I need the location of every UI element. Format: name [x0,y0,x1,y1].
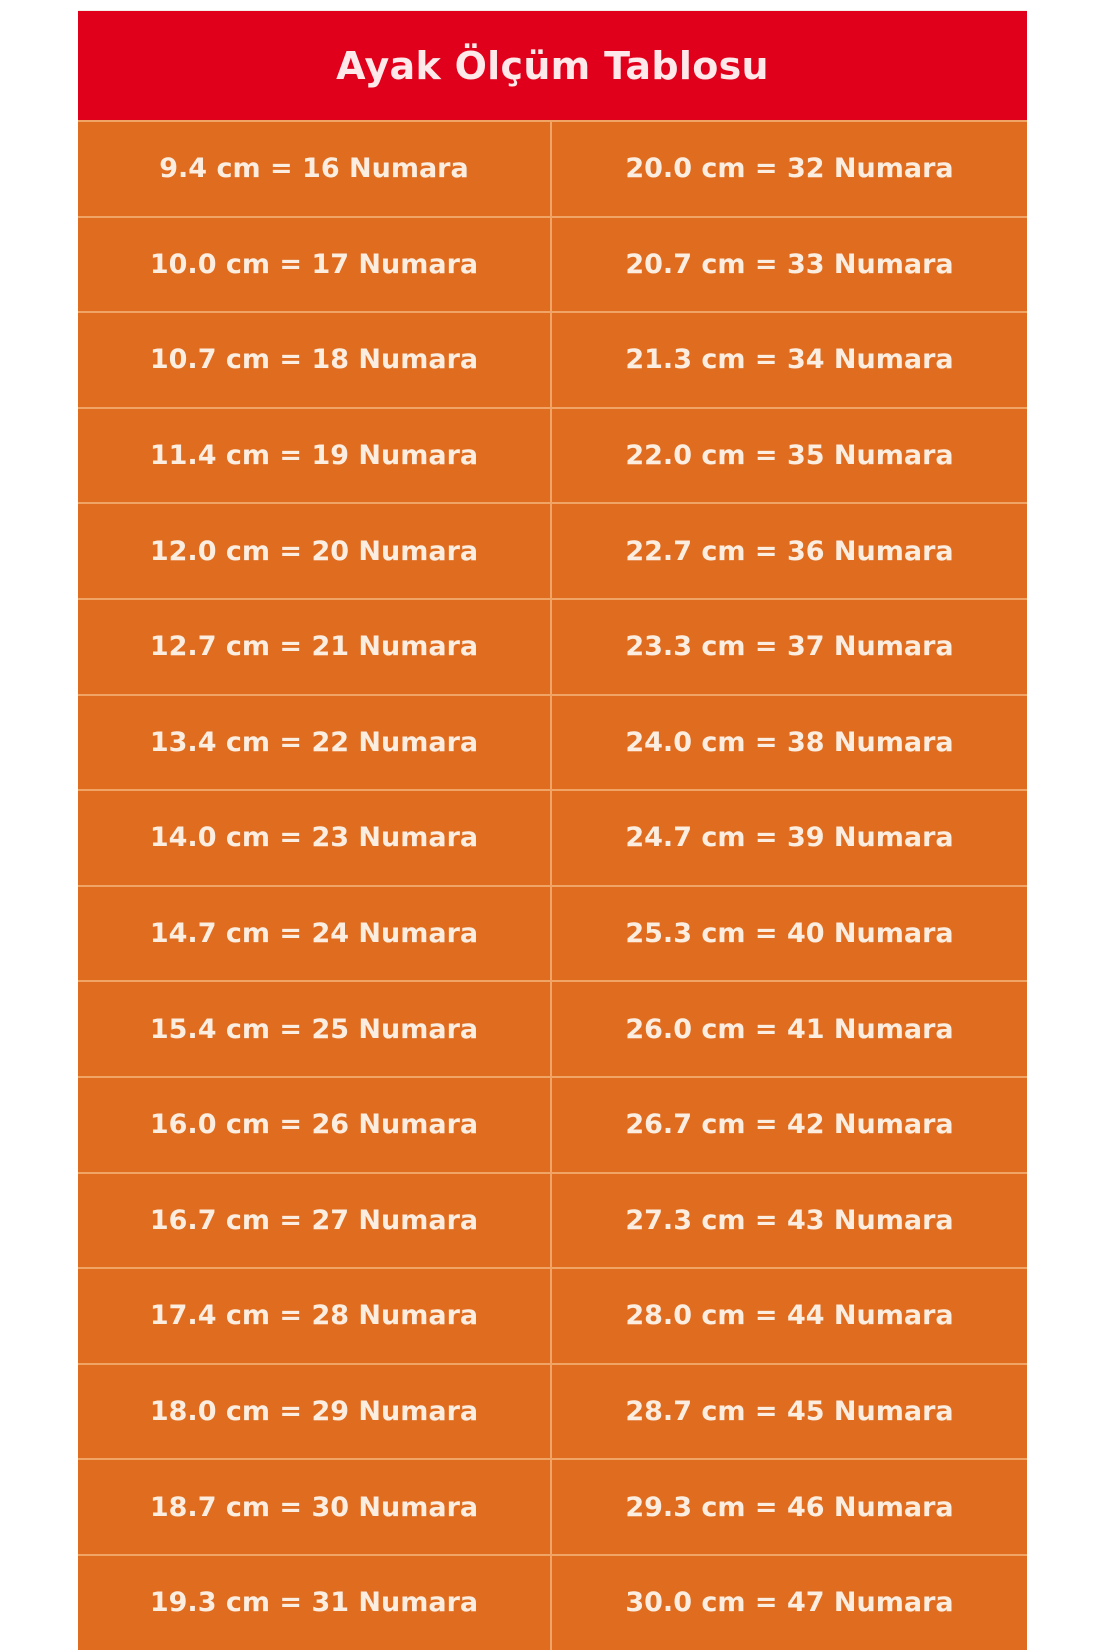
size-cell: 9.4 cm = 16 Numara [78,120,552,216]
size-cell: 13.4 cm = 22 Numara [78,693,552,790]
size-cell: 30.0 cm = 47 Numara [552,1553,1027,1650]
size-cell: 14.7 cm = 24 Numara [78,884,552,981]
size-cell: 23.3 cm = 37 Numara [552,597,1027,694]
size-cell: 24.7 cm = 39 Numara [552,789,1027,885]
size-cell: 27.3 cm = 43 Numara [552,1171,1027,1268]
size-cell: 22.7 cm = 36 Numara [552,502,1027,598]
size-cell: 12.7 cm = 21 Numara [78,597,552,694]
size-cell: 22.0 cm = 35 Numara [552,406,1027,503]
size-cell: 26.7 cm = 42 Numara [552,1075,1027,1172]
size-cell: 16.7 cm = 27 Numara [78,1171,552,1268]
size-cell: 28.0 cm = 44 Numara [552,1267,1027,1363]
size-cell: 11.4 cm = 19 Numara [78,406,552,503]
size-cell: 15.4 cm = 25 Numara [78,980,552,1076]
table-title: Ayak Ölçüm Tablosu [78,11,1027,120]
size-cell: 10.7 cm = 18 Numara [78,311,552,407]
size-cell: 16.0 cm = 26 Numara [78,1075,552,1172]
size-cell: 29.3 cm = 46 Numara [552,1458,1027,1554]
size-cell: 20.0 cm = 32 Numara [552,120,1027,216]
size-cell: 26.0 cm = 41 Numara [552,980,1027,1076]
size-table: 9.4 cm = 16 Numara 20.0 cm = 32 Numara 10.… [78,120,1027,1650]
size-cell: 19.3 cm = 31 Numara [78,1553,552,1650]
size-cell: 17.4 cm = 28 Numara [78,1267,552,1363]
size-cell: 12.0 cm = 20 Numara [78,502,552,598]
size-cell: 28.7 cm = 45 Numara [552,1362,1027,1459]
size-cell: 10.0 cm = 17 Numara [78,215,552,312]
size-cell: 20.7 cm = 33 Numara [552,215,1027,312]
size-cell: 21.3 cm = 34 Numara [552,311,1027,407]
size-cell: 18.7 cm = 30 Numara [78,1458,552,1554]
size-cell: 18.0 cm = 29 Numara [78,1362,552,1459]
size-cell: 14.0 cm = 23 Numara [78,789,552,885]
size-cell: 25.3 cm = 40 Numara [552,884,1027,981]
size-cell: 24.0 cm = 38 Numara [552,693,1027,790]
